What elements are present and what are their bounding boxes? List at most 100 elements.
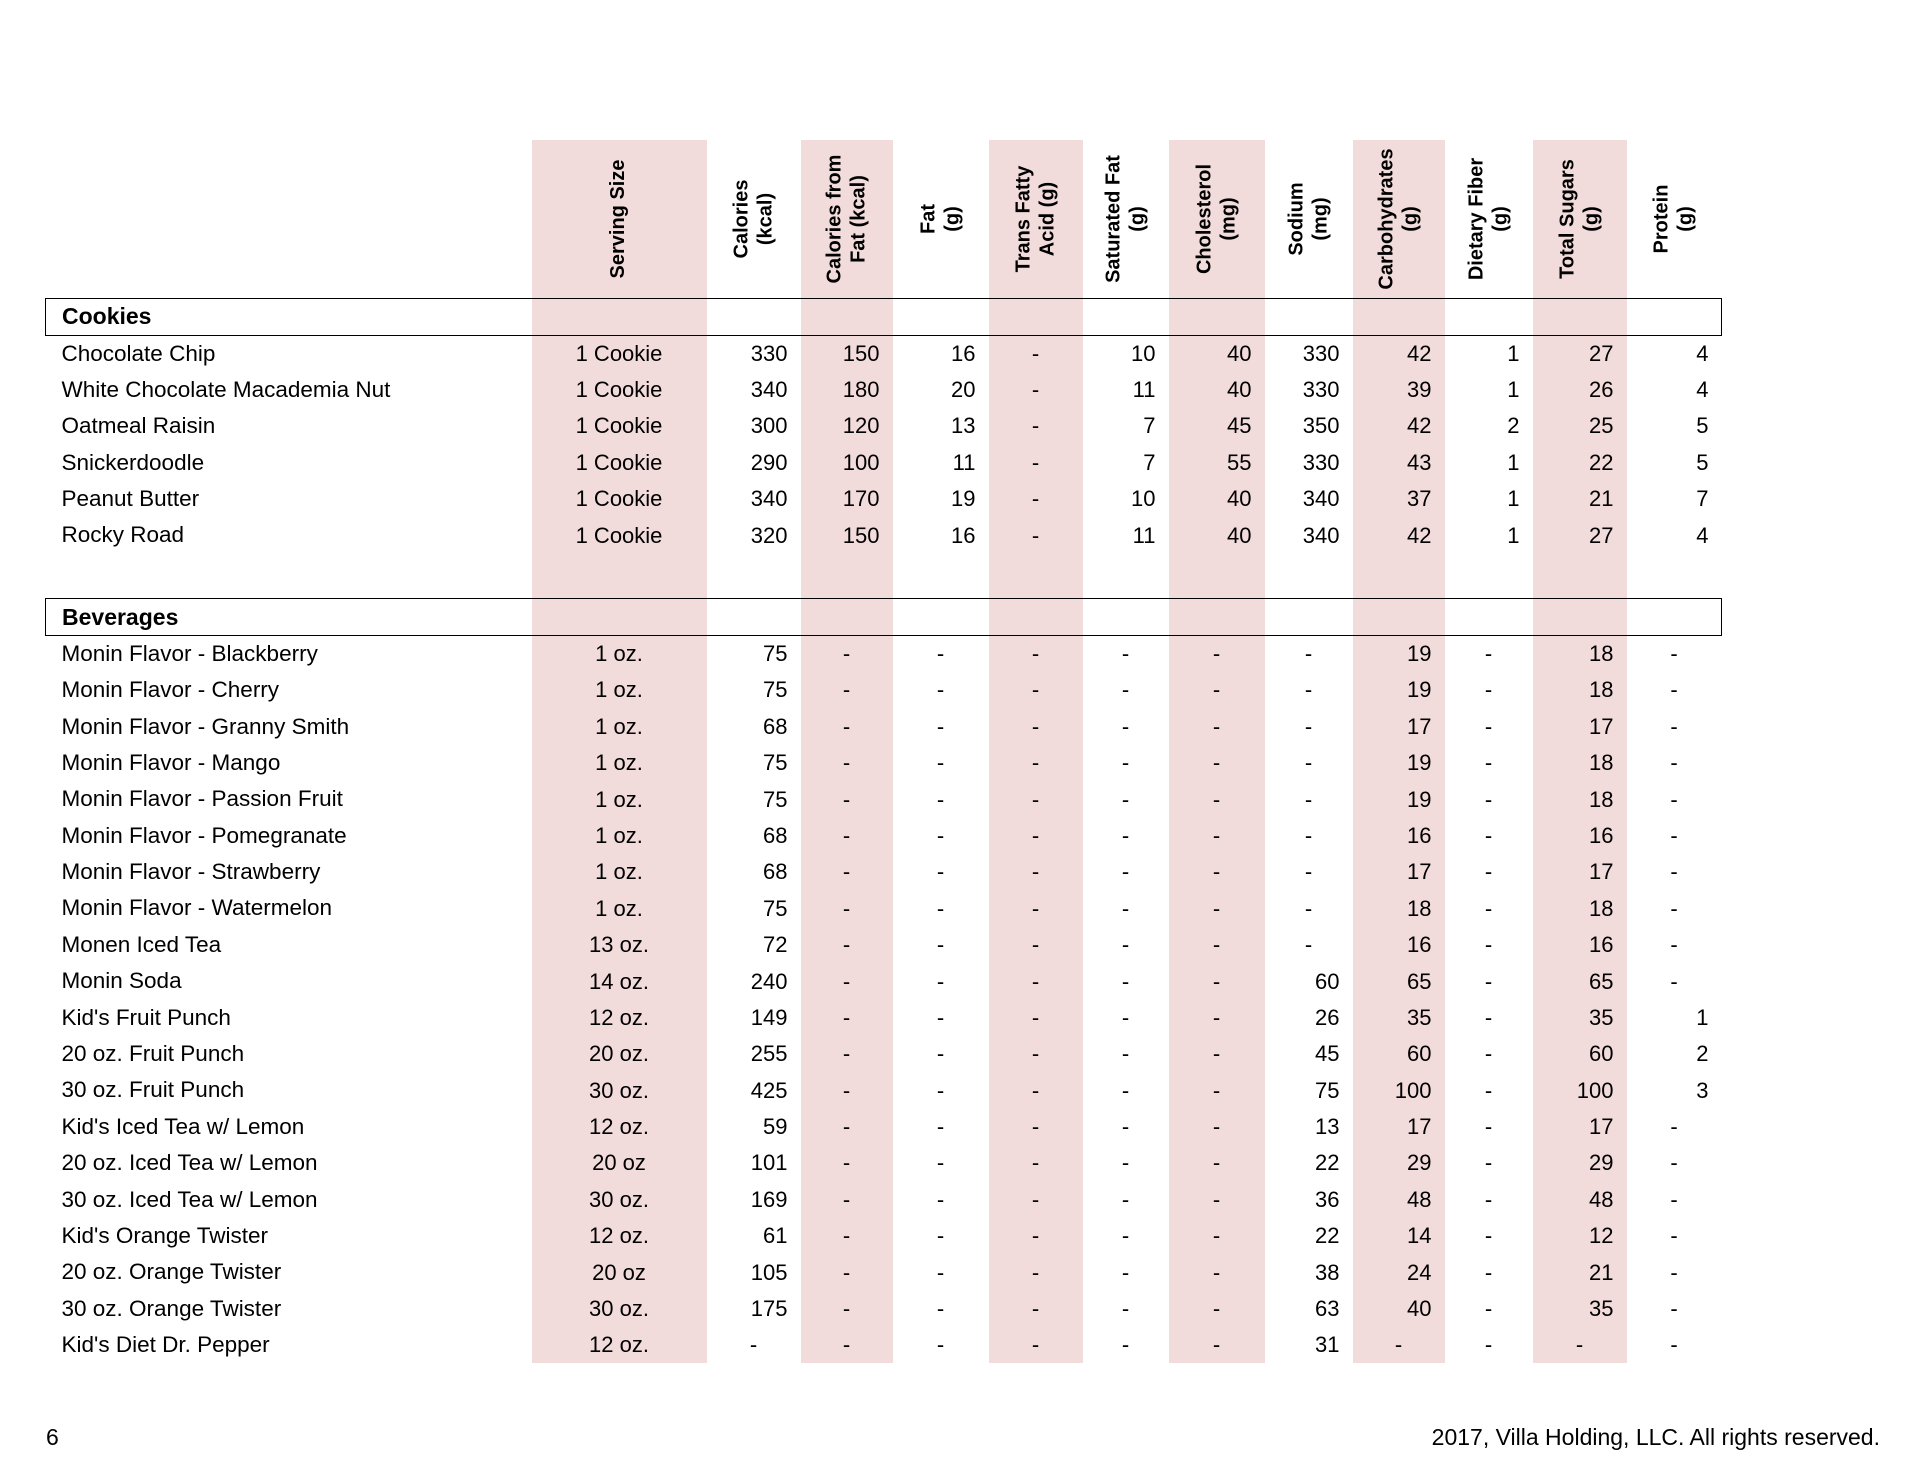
total-sugars-cell: 25: [1589, 413, 1614, 439]
trans-fatty-acid-cell: -: [1031, 1150, 1040, 1176]
protein-cell: 4: [1696, 340, 1709, 366]
carbohydrates-cell: 18: [1407, 895, 1432, 921]
column-header-label-protein: Protein (g): [1650, 184, 1696, 254]
calories-cell: 105: [750, 1259, 788, 1285]
item-name-cell: Chocolate Chip: [61, 340, 216, 366]
calories-from-fat-cell: -: [842, 713, 851, 739]
item-name-cell: 30 oz. Orange Twister: [61, 1295, 282, 1321]
trans-fatty-acid-cell: -: [1031, 1223, 1040, 1249]
cholesterol-cell: 40: [1227, 377, 1252, 403]
cholesterol-cell: -: [1212, 1004, 1221, 1030]
saturated-fat-cell: -: [1121, 822, 1130, 848]
carbohydrates-cell: 17: [1407, 1114, 1432, 1140]
cholesterol-cell: -: [1212, 750, 1221, 776]
table-row: Oatmeal Raisin 1 Cookie 300 120 13 - 7 45 350 42 2…: [46, 408, 1722, 444]
item-name-cell: Monin Flavor - Granny Smith: [61, 713, 350, 739]
carbohydrates-cell: 37: [1407, 486, 1432, 512]
carbohydrates-cell: -: [1394, 1332, 1403, 1358]
saturated-fat-cell: -: [1121, 1004, 1130, 1030]
calories-cell: 75: [763, 786, 788, 812]
trans-fatty-acid-cell: -: [1031, 340, 1040, 366]
saturated-fat-cell: 7: [1143, 449, 1156, 475]
fat-cell: -: [936, 1077, 945, 1103]
protein-cell: 4: [1696, 377, 1709, 403]
saturated-fat-cell: 7: [1143, 413, 1156, 439]
section-header-cell: [800, 297, 893, 336]
total-sugars-cell: 100: [1576, 1077, 1614, 1103]
cholesterol-cell: 40: [1227, 522, 1252, 548]
protein-cell: 5: [1696, 413, 1709, 439]
item-name-cell: Kid's Diet Dr. Pepper: [61, 1332, 270, 1358]
serving-size-cell: 30 oz.: [589, 1186, 649, 1212]
table-row: White Chocolate Macademia Nut 1 Cookie 340…: [46, 371, 1722, 407]
calories-from-fat-cell: -: [842, 641, 851, 667]
column-header-saturated-fat: Saturated Fat (g): [1083, 140, 1169, 298]
column-header-label-dietary-fiber: Dietary Fiber (g): [1464, 157, 1511, 280]
serving-size-cell: 12 oz.: [589, 1114, 649, 1140]
column-header-protein: Protein (g): [1627, 140, 1722, 298]
cholesterol-cell: -: [1212, 1332, 1221, 1358]
section-header-cell: [1352, 297, 1445, 336]
serving-size-cell: 1 oz.: [595, 713, 643, 739]
fat-cell: -: [936, 822, 945, 848]
fat-cell: -: [936, 1259, 945, 1285]
serving-size-cell: 13 oz.: [589, 932, 649, 958]
saturated-fat-cell: -: [1121, 1332, 1130, 1358]
calories-from-fat-cell: -: [842, 1041, 851, 1067]
section-header-cell: [1082, 597, 1169, 636]
carbohydrates-cell: 65: [1407, 968, 1432, 994]
dietary-fiber-cell: -: [1484, 1077, 1493, 1103]
carbohydrates-cell: 43: [1407, 449, 1432, 475]
calories-from-fat-cell: -: [842, 1114, 851, 1140]
sodium-cell: -: [1304, 713, 1313, 739]
dietary-fiber-cell: 1: [1507, 449, 1520, 475]
carbohydrates-cell: 48: [1407, 1186, 1432, 1212]
section-header-cell: [706, 297, 801, 336]
sodium-cell: 26: [1315, 1004, 1340, 1030]
item-name-cell: Monin Flavor - Passion Fruit: [61, 786, 343, 812]
section-header-cell: [800, 597, 893, 636]
column-header-label-fat: Fat (g): [916, 203, 963, 234]
calories-cell: 68: [763, 859, 788, 885]
calories-from-fat-cell: -: [842, 1259, 851, 1285]
gap-cell: [1265, 553, 1353, 598]
fat-cell: -: [936, 932, 945, 958]
carbohydrates-cell: 40: [1407, 1296, 1432, 1322]
section-header-cell: [1444, 297, 1533, 336]
calories-from-fat-cell: 100: [842, 449, 880, 475]
saturated-fat-cell: -: [1121, 1296, 1130, 1322]
calories-from-fat-cell: -: [842, 1150, 851, 1176]
total-sugars-cell: 17: [1589, 1114, 1614, 1140]
calories-from-fat-cell: -: [842, 1186, 851, 1212]
serving-size-cell: 12 oz.: [589, 1332, 649, 1358]
dietary-fiber-cell: -: [1484, 677, 1493, 703]
column-header-cholesterol: Cholesterol (mg): [1169, 140, 1265, 298]
column-header-total-sugars: Total Sugars (g): [1533, 140, 1627, 298]
serving-size-cell: 1 oz.: [595, 750, 643, 776]
gap-cell: [1445, 553, 1533, 598]
protein-cell: 5: [1696, 449, 1709, 475]
dietary-fiber-cell: -: [1484, 1259, 1493, 1285]
dietary-fiber-cell: -: [1484, 1223, 1493, 1249]
calories-cell: 61: [763, 1223, 788, 1249]
dietary-fiber-cell: -: [1484, 968, 1493, 994]
total-sugars-cell: 60: [1589, 1041, 1614, 1067]
cholesterol-cell: -: [1212, 1259, 1221, 1285]
serving-size-cell: 1 Cookie: [575, 449, 663, 475]
item-name-cell: Rocky Road: [61, 522, 185, 548]
saturated-fat-cell: -: [1121, 1259, 1130, 1285]
cholesterol-cell: 40: [1227, 340, 1252, 366]
serving-size-cell: 1 oz.: [595, 895, 643, 921]
gap-cell: [532, 553, 707, 598]
section-header-cell: [531, 597, 707, 636]
calories-cell: 75: [763, 750, 788, 776]
serving-size-cell: 1 Cookie: [575, 377, 663, 403]
sodium-cell: 60: [1315, 968, 1340, 994]
total-sugars-cell: 18: [1589, 641, 1614, 667]
gap-cell: [1533, 553, 1627, 598]
fat-cell: 11: [952, 449, 976, 475]
carbohydrates-cell: 39: [1407, 377, 1432, 403]
table-row: Peanut Butter 1 Cookie 340 170 19 - 10 40 340 37 1…: [46, 481, 1722, 517]
dietary-fiber-cell: -: [1484, 1186, 1493, 1212]
